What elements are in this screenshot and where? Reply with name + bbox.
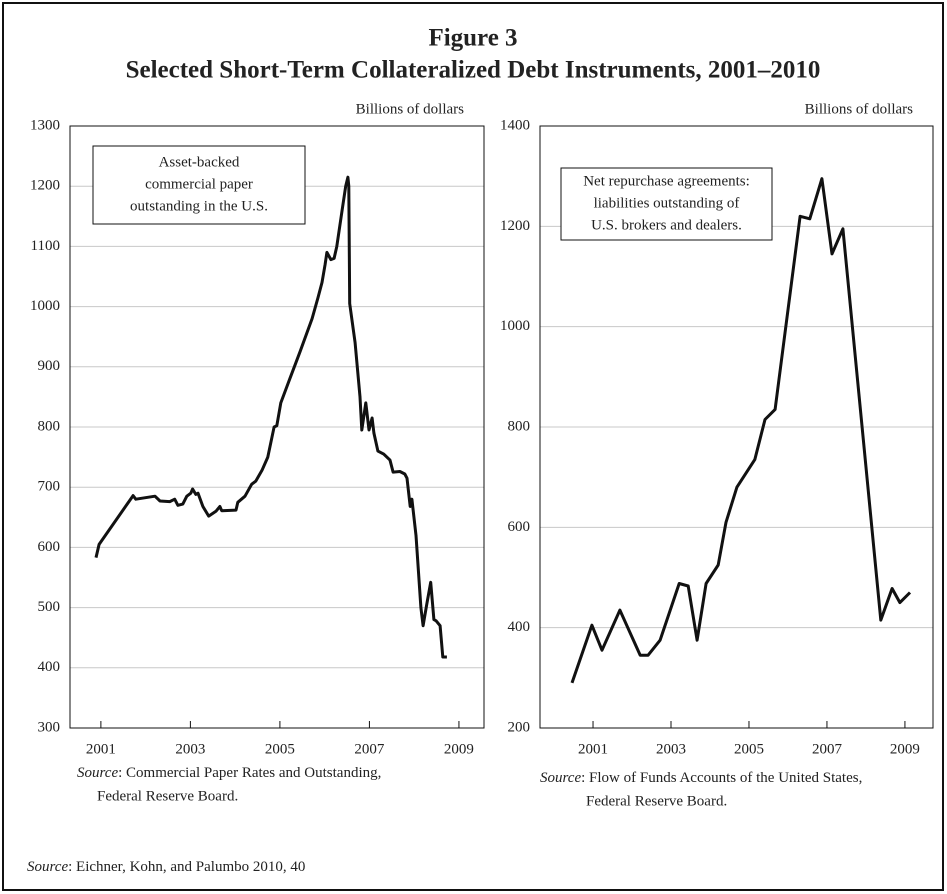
y-tick-label: 200: [508, 719, 531, 735]
annotation-line: outstanding in the U.S.: [130, 198, 268, 214]
y-tick-label: 400: [38, 659, 61, 675]
source-text: : Commercial Paper Rates and Outstanding…: [118, 765, 381, 781]
y-tick-label: 800: [508, 418, 531, 434]
y-tick-label: 700: [38, 479, 61, 495]
figure-title: Figure 3: [428, 25, 517, 52]
figure-source: Source: Eichner, Kohn, and Palumbo 2010,…: [27, 859, 305, 875]
annotation-line: Net repurchase agreements:: [583, 173, 750, 189]
x-tick-label: 2003: [656, 741, 686, 757]
y-tick-label: 300: [38, 719, 61, 735]
y-tick-label: 1100: [31, 238, 60, 254]
chart-source: Source: Commercial Paper Rates and Outst…: [77, 765, 381, 781]
x-tick-label: 2005: [734, 741, 764, 757]
chart-source-line2: Federal Reserve Board.: [586, 793, 727, 809]
plot-frame: [69, 125, 485, 729]
y-tick-label: 600: [508, 519, 531, 535]
plot-frame: [539, 125, 934, 729]
x-tick-label: 2001: [86, 741, 116, 757]
annotation-line: Asset-backed: [159, 154, 240, 170]
annotation-box: [560, 167, 773, 241]
y-tick-label: 1300: [30, 117, 60, 133]
source-label: Source: [77, 765, 118, 781]
y-tick-label: 500: [38, 599, 61, 615]
annotation-line: liabilities outstanding of: [594, 195, 740, 211]
annotation-line: commercial paper: [145, 176, 253, 192]
y-tick-label: 1200: [500, 218, 530, 234]
y-tick-label: 1000: [500, 318, 530, 334]
source-text: : Eichner, Kohn, and Palumbo 2010, 40: [68, 859, 305, 875]
chart-source-line2: Federal Reserve Board.: [97, 788, 238, 804]
annotation-line: U.S. brokers and dealers.: [591, 217, 742, 233]
x-tick-label: 2007: [354, 741, 385, 757]
source-text: : Flow of Funds Accounts of the United S…: [581, 770, 862, 786]
y-tick-label: 1000: [30, 298, 60, 314]
source-label: Source: [27, 859, 68, 875]
y-tick-label: 1200: [30, 178, 60, 194]
y-tick-label: 400: [508, 619, 531, 635]
x-tick-label: 2007: [812, 741, 843, 757]
y-tick-label: 600: [38, 539, 61, 555]
y-tick-label: 900: [38, 358, 61, 374]
chart-source: Source: Flow of Funds Accounts of the Un…: [540, 770, 862, 786]
y-tick-label: 800: [38, 418, 61, 434]
x-tick-label: 2009: [890, 741, 920, 757]
annotation-box: [92, 145, 306, 225]
data-line: [94, 175, 447, 659]
y-axis-label: Billions of dollars: [356, 101, 464, 117]
x-tick-label: 2009: [444, 741, 474, 757]
source-label: Source: [540, 770, 581, 786]
data-line: [570, 177, 912, 684]
x-tick-label: 2003: [175, 741, 205, 757]
figure-subtitle: Selected Short-Term Collateralized Debt …: [126, 57, 821, 84]
y-axis-label: Billions of dollars: [805, 101, 913, 117]
x-tick-label: 2001: [578, 741, 608, 757]
x-tick-label: 2005: [265, 741, 295, 757]
y-tick-label: 1400: [500, 117, 530, 133]
